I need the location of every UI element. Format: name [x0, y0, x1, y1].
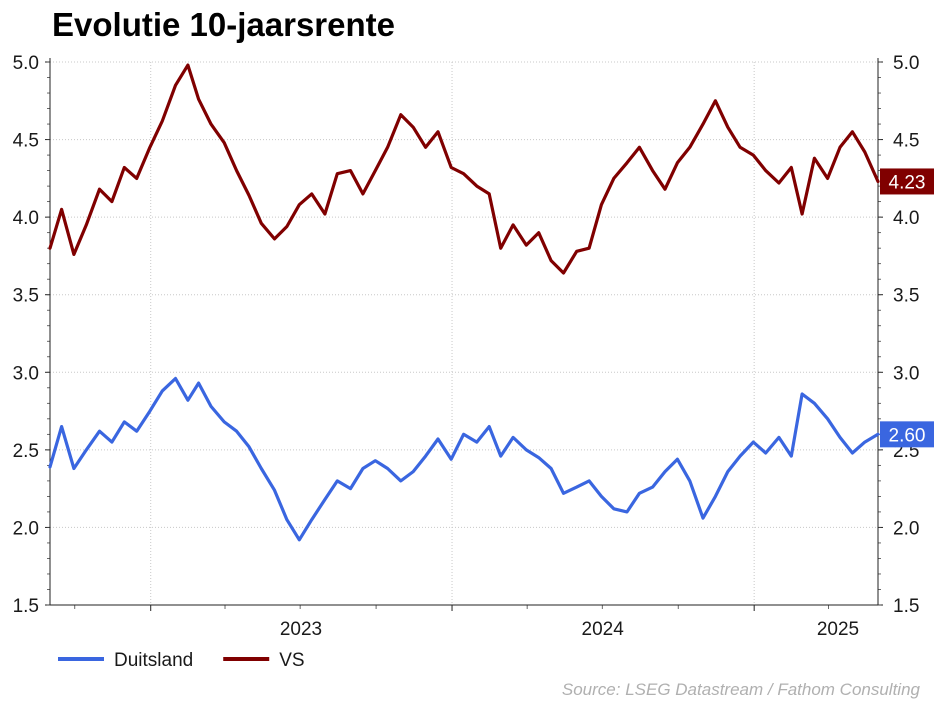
y-tick-label-right: 1.5	[893, 596, 919, 617]
legend: Duitsland VS	[58, 650, 305, 671]
x-tick-label: 2025	[817, 619, 859, 640]
x-tick-label: 2023	[280, 619, 322, 640]
y-tick-label-right: 4.5	[893, 131, 919, 152]
series-lines	[48, 63, 880, 542]
y-tick-label-right: 5.0	[893, 53, 919, 74]
y-axis-right-ticks: 1.52.02.53.03.54.04.55.0	[893, 53, 919, 617]
y-tick-label-left: 3.0	[13, 363, 39, 384]
legend-label-duitsland: Duitsland	[114, 650, 193, 671]
y-tick-label-left: 3.5	[13, 286, 39, 307]
legend-label-vs: VS	[279, 650, 304, 671]
x-tick-label: 2024	[582, 619, 625, 640]
series-line-vs	[48, 63, 880, 275]
grid-lines	[50, 61, 878, 605]
source-note: Source: LSEG Datastream / Fathom Consult…	[562, 680, 921, 699]
y-tick-label-left: 5.0	[13, 53, 39, 74]
y-tick-label-right: 2.0	[893, 518, 919, 539]
chart-title: Evolutie 10-jaarsrente	[52, 6, 395, 43]
y-axis-left-ticks: 1.5 2.0 2.5 3.0 3.5 4.0 4.5 5.0	[13, 53, 39, 617]
y-tick-label-left: 2.5	[13, 441, 39, 462]
y-tick-label-left: 2.0	[13, 518, 39, 539]
y-tick-label-right: 4.0	[893, 208, 919, 229]
end-label-vs: 4.23	[889, 172, 926, 193]
end-label-box-duitsland	[880, 421, 934, 448]
y-tick-label-left: 4.0	[13, 208, 39, 229]
y-tick-label-left: 4.5	[13, 131, 39, 152]
end-value-labels: 2.60 4.23	[880, 168, 934, 448]
series-line-duitsland	[48, 376, 880, 542]
y-tick-label-left: 1.5	[13, 596, 39, 617]
y-tick-label-right: 3.0	[893, 363, 919, 384]
end-label-duitsland: 2.60	[889, 425, 926, 446]
end-label-box-vs	[880, 168, 934, 195]
x-axis-ticks: 2023 2024 2025	[280, 619, 859, 640]
y-tick-label-right: 3.5	[893, 286, 919, 307]
axes	[45, 58, 883, 611]
